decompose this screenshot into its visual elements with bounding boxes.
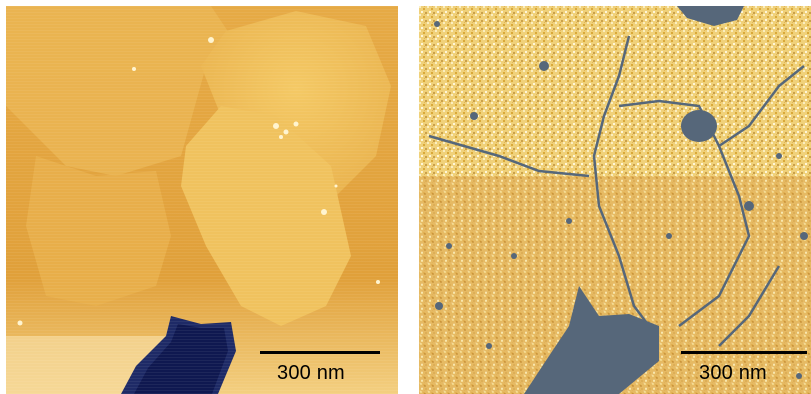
phase-pits [434, 21, 808, 379]
scale-bar-label: 300 nm [699, 362, 767, 384]
afm-phase-image: 300 nm [419, 6, 811, 394]
scale-bar-label: 300 nm [277, 362, 345, 384]
gray-blob-top [677, 6, 744, 26]
gray-blob-middle [681, 110, 717, 142]
scale-bar [681, 351, 807, 354]
topography-map [6, 6, 398, 394]
gray-region-bottom [524, 286, 659, 394]
afm-topography-image: 300 nm [6, 6, 398, 394]
scan-lines [6, 6, 398, 394]
grain-boundaries [428, 35, 805, 347]
phase-map [419, 6, 811, 394]
scale-bar [260, 351, 380, 354]
